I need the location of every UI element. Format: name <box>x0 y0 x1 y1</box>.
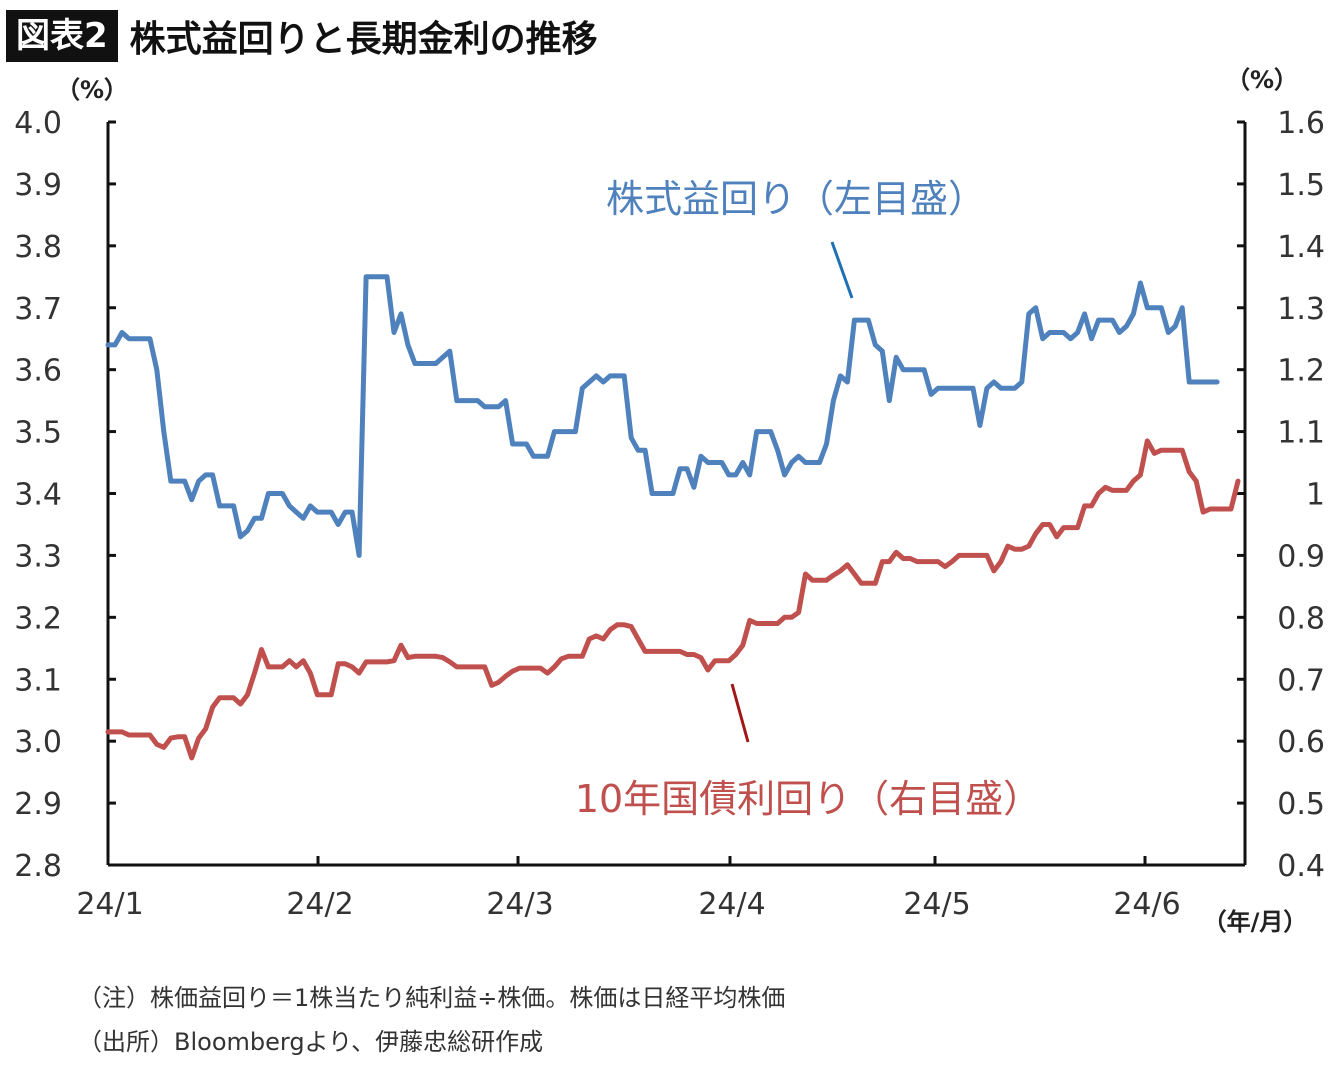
x-tick-label: 24/6 <box>1113 887 1180 922</box>
y-right-tick-label: 1.1 <box>1277 416 1325 451</box>
y-right-tick-label: 0.8 <box>1277 601 1325 636</box>
series-line-equity-yield <box>105 274 1220 558</box>
note-line: （注）株価益回り＝1株当たり純利益÷株価。株価は日経平均株価 <box>78 984 786 1012</box>
y-right-tick-label: 1.3 <box>1277 292 1325 327</box>
y-left-unit: （%） <box>56 76 128 104</box>
footnotes: （注）株価益回り＝1株当たり純利益÷株価。株価は日経平均株価 （出所）Bloom… <box>78 976 785 1064</box>
y-right-tick-label: 1.5 <box>1277 168 1325 203</box>
y-left-tick-label: 2.8 <box>14 849 62 884</box>
y-right-unit: （%） <box>1226 66 1298 94</box>
annotation-equity-leader <box>830 241 854 299</box>
y-left-tick-label: 3.6 <box>14 354 62 389</box>
y-left-tick-label: 3.9 <box>14 168 62 203</box>
y-left-tick-label: 3.1 <box>14 663 62 698</box>
y-right-tick-label: 0.9 <box>1277 539 1325 574</box>
series-line-jgb-10y <box>105 438 1241 761</box>
y-right-tick-label: 0.5 <box>1277 787 1325 822</box>
y-left-tick-label: 3.5 <box>14 416 62 451</box>
x-tick-label: 24/2 <box>286 887 353 922</box>
y-right-tick-label: 1.6 <box>1277 106 1325 141</box>
x-tick-label: 24/5 <box>903 887 970 922</box>
figure-header: 図表2 株式益回りと長期金利の推移 <box>6 8 598 64</box>
x-tick-label: 24/1 <box>76 887 143 922</box>
y-right-tick-label: 1.2 <box>1277 354 1325 389</box>
y-right-tick-label: 0.4 <box>1277 849 1325 884</box>
y-right-tick-label: 1 <box>1306 478 1325 513</box>
x-unit: （年/月） <box>1203 908 1308 936</box>
annotation-jgb-10y: 10年国債利回り（右目盛） <box>575 777 1041 821</box>
figure-label: 図表2 <box>6 10 118 62</box>
y-left-tick-label: 3.0 <box>14 725 62 760</box>
y-left-tick-label: 3.2 <box>14 601 62 636</box>
y-left-tick-label: 2.9 <box>14 787 62 822</box>
y-right-tick-label: 0.7 <box>1277 663 1325 698</box>
y-left-tick-label: 3.3 <box>14 539 62 574</box>
x-tick-label: 24/4 <box>698 887 765 922</box>
annotation-jgb-leader <box>730 683 750 743</box>
y-left-tick-label: 3.8 <box>14 230 62 265</box>
x-tick-label: 24/3 <box>486 887 553 922</box>
y-left-tick-label: 4.0 <box>14 106 62 141</box>
y-right-tick-label: 0.6 <box>1277 725 1325 760</box>
figure-title: 株式益回りと長期金利の推移 <box>129 19 598 60</box>
annotation-equity-yield: 株式益回り（左目盛） <box>606 177 986 221</box>
source-line: （出所）Bloombergより、伊藤忠総研作成 <box>78 1028 544 1056</box>
y-left-tick-label: 3.7 <box>14 292 62 327</box>
y-left-tick-label: 3.4 <box>14 478 62 513</box>
y-right-tick-label: 1.4 <box>1277 230 1325 265</box>
